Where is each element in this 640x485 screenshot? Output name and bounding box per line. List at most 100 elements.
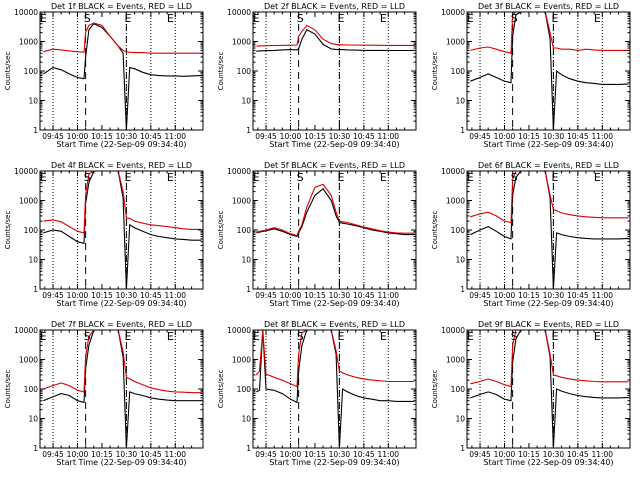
x-tick-label: 11:00	[591, 291, 613, 300]
region-marker: E	[467, 330, 474, 343]
x-tick-label: 10:00	[67, 450, 89, 459]
region-marker: E	[467, 171, 474, 184]
events-line	[43, 23, 202, 130]
y-tick-label: 100	[237, 385, 252, 394]
y-tick-label: 1	[33, 444, 38, 453]
x-tick-label: 10:15	[518, 291, 540, 300]
x-tick-label: 10:30	[543, 450, 565, 459]
region-marker: S	[84, 12, 91, 25]
x-tick-label: 09:45	[469, 291, 491, 300]
x-tick-label: 10:45	[567, 291, 589, 300]
region-marker: E	[338, 171, 345, 184]
x-tick-label: 10:00	[67, 291, 89, 300]
region-marker: E	[380, 171, 387, 184]
panel-title: Det 7f BLACK = Events, RED = LLD	[51, 320, 192, 329]
x-tick-label: 10:45	[353, 291, 375, 300]
x-tick-label: 10:45	[567, 450, 589, 459]
y-axis-label: Counts/sec	[4, 370, 12, 409]
region-marker: S	[511, 12, 518, 25]
panel-title: Det 9f BLACK = Events, RED = LLD	[478, 320, 619, 329]
x-tick-label: 10:45	[353, 132, 375, 141]
region-marker: S	[84, 330, 91, 343]
x-tick-label: 10:45	[140, 291, 162, 300]
x-tick-label: 10:00	[67, 132, 89, 141]
lld-line	[470, 12, 629, 54]
y-tick-label: 1	[246, 444, 251, 453]
x-axis-label: Start Time (22-Sep-09 09:34:40)	[483, 458, 613, 467]
x-tick-label: 11:00	[164, 450, 186, 459]
region-marker: E	[594, 12, 601, 25]
panel-title: Det 5f BLACK = Events, RED = LLD	[264, 161, 405, 170]
y-tick-label: 10	[28, 97, 38, 106]
y-axis-label: Counts/sec	[4, 52, 12, 91]
y-tick-label: 10	[28, 256, 38, 265]
y-axis-label: Counts/sec	[431, 52, 439, 91]
region-marker: E	[380, 330, 387, 343]
y-tick-label: 1000	[19, 38, 38, 47]
region-marker: E	[467, 12, 474, 25]
x-axis-label: Start Time (22-Sep-09 09:34:40)	[483, 299, 613, 308]
region-marker: E	[552, 330, 559, 343]
region-marker: E	[338, 330, 345, 343]
events-line	[43, 330, 202, 448]
events-line	[470, 12, 629, 130]
x-tick-label: 09:45	[469, 132, 491, 141]
region-marker: E	[552, 171, 559, 184]
y-tick-label: 100	[24, 67, 39, 76]
x-tick-label: 10:15	[518, 450, 540, 459]
region-marker: S	[297, 171, 304, 184]
region-marker: S	[511, 171, 518, 184]
y-tick-label: 10	[455, 415, 465, 424]
lld-line	[470, 171, 629, 224]
x-tick-label: 10:45	[140, 450, 162, 459]
panel-title: Det 8f BLACK = Events, RED = LLD	[264, 320, 405, 329]
y-tick-label: 100	[24, 385, 39, 394]
y-tick-label: 10000	[14, 8, 38, 17]
y-tick-label: 10	[455, 256, 465, 265]
x-tick-label: 10:00	[494, 291, 516, 300]
x-tick-label: 10:15	[304, 450, 326, 459]
x-tick-label: 09:45	[42, 291, 64, 300]
y-tick-label: 1000	[446, 38, 465, 47]
y-tick-label: 1000	[232, 197, 251, 206]
region-marker: S	[84, 171, 91, 184]
x-tick-label: 10:15	[91, 291, 113, 300]
x-tick-label: 09:45	[469, 450, 491, 459]
region-marker: E	[125, 330, 132, 343]
y-tick-label: 10000	[227, 167, 251, 176]
y-tick-label: 100	[451, 385, 466, 394]
region-marker: E	[338, 12, 345, 25]
events-line	[470, 171, 629, 289]
region-marker: E	[253, 171, 260, 184]
lld-line	[256, 24, 415, 47]
y-tick-label: 100	[451, 226, 466, 235]
x-tick-label: 10:15	[518, 132, 540, 141]
y-axis-label: Counts/sec	[4, 211, 12, 250]
x-tick-label: 10:30	[329, 450, 351, 459]
y-tick-label: 100	[237, 67, 252, 76]
y-axis-label: Counts/sec	[431, 211, 439, 250]
lld-line	[43, 171, 202, 234]
region-marker: E	[40, 12, 47, 25]
x-tick-label: 10:30	[329, 291, 351, 300]
y-tick-label: 10	[241, 256, 251, 265]
region-marker: E	[40, 330, 47, 343]
x-tick-label: 10:15	[304, 132, 326, 141]
x-tick-label: 10:00	[280, 291, 302, 300]
y-tick-label: 1	[460, 444, 465, 453]
x-tick-label: 10:15	[91, 132, 113, 141]
x-tick-label: 11:00	[164, 132, 186, 141]
y-axis-label: Counts/sec	[217, 370, 225, 409]
y-axis-label: Counts/sec	[217, 52, 225, 91]
region-marker: E	[125, 171, 132, 184]
y-tick-label: 1	[460, 126, 465, 135]
y-tick-label: 10000	[227, 326, 251, 335]
plot-frame	[252, 11, 417, 131]
lld-line	[43, 330, 202, 394]
